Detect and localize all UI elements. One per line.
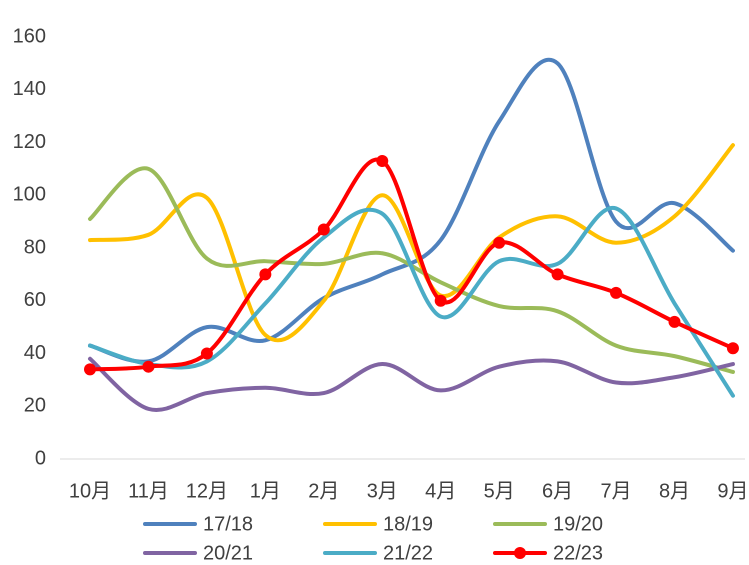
y-tick-label: 0 [35,447,46,469]
legend-label: 18/19 [383,513,433,535]
series-line [88,356,735,412]
x-tick-label: 7月 [600,480,631,502]
y-tick-label: 20 [24,395,46,417]
legend-label: 19/20 [553,513,603,535]
legend-label: 21/22 [383,542,433,564]
point-marker [84,363,96,376]
y-tick-label: 120 [13,131,46,153]
x-tick-label: 6月 [542,480,573,502]
y-tick-label: 80 [24,236,46,258]
x-tick-label: 12月 [186,480,228,502]
y-tick-label: 100 [13,184,46,206]
point-marker [259,268,272,281]
legend-label: 22/23 [553,542,603,564]
series-line [88,143,735,343]
x-tick-label: 5月 [484,480,515,502]
y-tick-label: 60 [24,289,46,311]
y-tick-label: 40 [24,342,46,364]
y-tick-label: 140 [13,78,46,100]
series-line [88,206,735,398]
point-marker [142,360,155,373]
point-marker [726,342,739,355]
x-tick-label: 2月 [308,480,339,502]
series-line [88,166,735,374]
point-marker [317,223,330,236]
series-line [88,57,735,364]
point-marker [551,268,564,281]
point-marker [376,154,389,167]
legend-label: 20/21 [203,542,253,564]
point-marker [200,347,213,360]
legend-marker [514,547,526,559]
legend-label: 17/18 [203,513,253,535]
x-tick-label: 9月 [717,480,748,502]
point-marker [434,294,447,307]
x-tick-label: 10月 [69,480,111,502]
y-tick-label: 160 [13,25,46,47]
point-marker [668,315,681,328]
point-marker [493,236,506,249]
x-tick-label: 1月 [250,480,281,502]
x-tick-label: 11月 [128,480,169,502]
x-tick-label: 3月 [367,480,398,502]
x-tick-label: 4月 [425,480,456,502]
x-tick-label: 8月 [659,480,690,502]
point-marker [610,286,623,299]
